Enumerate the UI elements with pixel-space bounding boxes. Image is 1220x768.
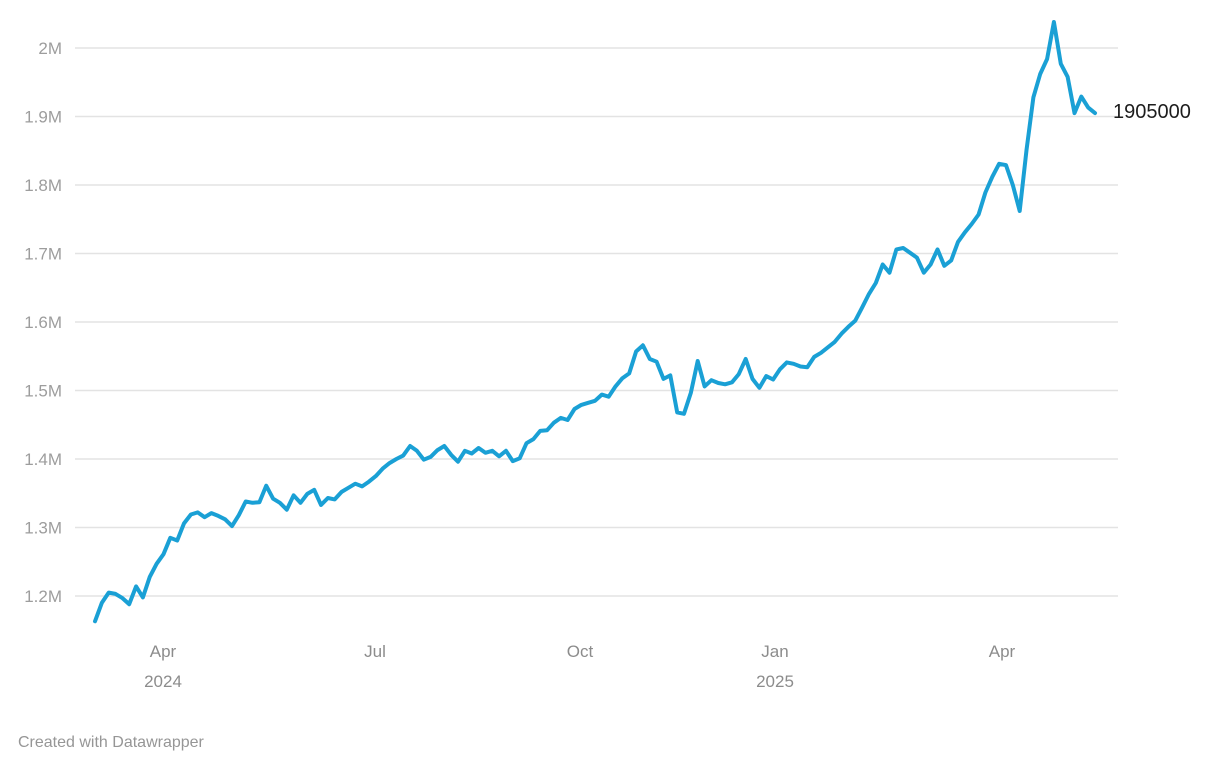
y-axis-tick-label: 1.6M bbox=[24, 313, 62, 332]
y-axis-tick-label: 2M bbox=[38, 39, 62, 58]
y-axis-tick-label: 1.2M bbox=[24, 587, 62, 606]
x-axis-tick-label: Jul bbox=[364, 642, 386, 661]
x-axis-year-label: 2024 bbox=[144, 672, 182, 691]
y-axis-tick-label: 1.4M bbox=[24, 450, 62, 469]
x-axis-tick-label: Apr bbox=[150, 642, 177, 661]
x-axis-tick-label: Apr bbox=[989, 642, 1016, 661]
y-axis-tick-label: 1.3M bbox=[24, 519, 62, 538]
y-axis-tick-label: 1.5M bbox=[24, 382, 62, 401]
x-axis-tick-label: Oct bbox=[567, 642, 594, 661]
series-line bbox=[93, 20, 1097, 624]
end-value-label: 1905000 bbox=[1113, 101, 1191, 123]
y-axis-tick-label: 1.8M bbox=[24, 176, 62, 195]
y-axis-tick-label: 1.9M bbox=[24, 108, 62, 127]
x-axis-tick-label: Jan bbox=[761, 642, 788, 661]
y-axis-tick-label: 1.7M bbox=[24, 245, 62, 264]
datawrapper-credit: Created with Datawrapper bbox=[18, 734, 204, 751]
x-axis-year-label: 2025 bbox=[756, 672, 794, 691]
